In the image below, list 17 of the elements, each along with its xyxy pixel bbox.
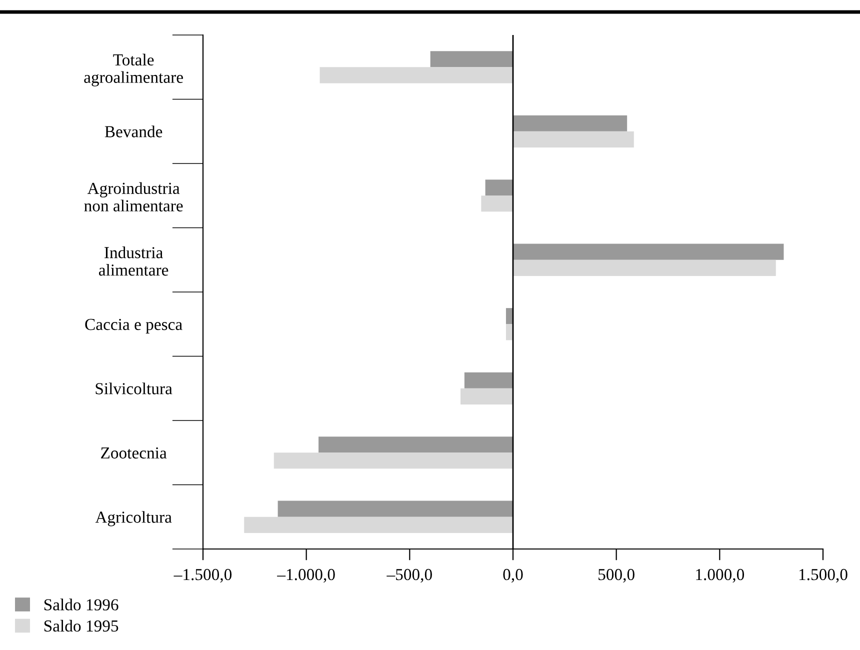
y-tick-label: Industria alimentare — [98, 246, 168, 276]
x-tick-label: 1.500,0 — [799, 568, 848, 583]
y-tick-label: Agricoltura — [95, 511, 172, 526]
y-tick-label: Caccia e pesca — [85, 318, 182, 334]
legend-label: Saldo 1996 — [44, 598, 118, 610]
x-tick-label: 1.000,0 — [696, 568, 744, 583]
x-tick-label: –1.000,0 — [277, 568, 335, 583]
legend-label: Saldo 1995 — [44, 620, 118, 632]
x-tick-label: –1.500,0 — [174, 568, 232, 583]
x-tick-label: 500,0 — [598, 568, 634, 583]
y-tick-label: Totale agroalimentare — [84, 54, 183, 86]
y-tick-label: Bevande — [104, 126, 162, 138]
x-tick-label: –500,0 — [386, 568, 432, 583]
y-tick-label: Agroindustria non alimentare — [84, 182, 183, 212]
y-tick-label: Zootecnia — [101, 447, 167, 459]
x-tick-label: 0,0 — [503, 568, 523, 583]
y-tick-label: Silvicoltura — [96, 382, 172, 394]
